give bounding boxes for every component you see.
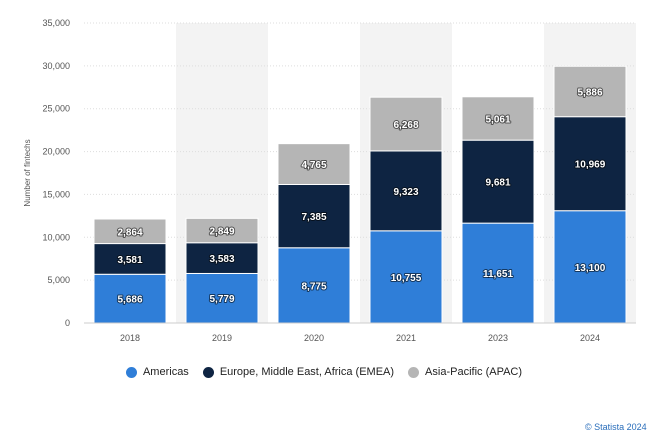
bar-apac-2021[interactable] <box>369 96 443 152</box>
legend-dot-emea <box>202 366 214 378</box>
y-tick-label: 0 <box>65 318 70 328</box>
bar-emea-2021[interactable] <box>369 150 443 232</box>
legend-label-apac: Asia-Pacific (APAC) <box>425 366 523 378</box>
legend-item-apac[interactable]: Asia-Pacific (APAC) <box>408 366 522 378</box>
data-label-emea-2021: 9,323 <box>393 187 418 198</box>
data-label-emea-2024: 10,969 <box>575 160 606 171</box>
y-tick-label: 20,000 <box>42 147 70 157</box>
x-tick-label: 2019 <box>212 333 232 343</box>
bar-apac-2023[interactable] <box>461 96 535 141</box>
legend-item-emea[interactable]: Europe, Middle East, Africa (EMEA) <box>202 366 395 378</box>
data-label-americas-2021: 10,755 <box>391 273 422 284</box>
x-tick-label: 2020 <box>304 333 324 343</box>
data-label-emea-2020: 7,385 <box>301 212 326 223</box>
gridlines <box>84 22 636 281</box>
y-tick-label: 25,000 <box>42 104 70 114</box>
y-tick-label: 15,000 <box>42 189 70 199</box>
data-label-emea-2019: 3,583 <box>209 254 234 265</box>
stacked-bar-chart: 0 5,000 10,000 15,000 20,000 25,000 30,000 35,0… <box>23 18 636 343</box>
data-label-apac-2023: 5,061 <box>485 114 510 125</box>
bar-apac-2020[interactable] <box>277 143 351 185</box>
bar-apac-2018[interactable] <box>93 218 167 245</box>
bar-americas-2024[interactable] <box>553 210 627 324</box>
data-label-emea-2023: 9,681 <box>485 178 510 189</box>
y-tick-label: 10,000 <box>42 232 70 242</box>
legend-dot-apac <box>408 366 420 378</box>
data-label-americas-2023: 11,651 <box>483 269 513 280</box>
bar-americas-2020[interactable] <box>277 247 351 324</box>
bars: 5,686 3,581 2,864 5,779 3,583 2,849 8,775 7,385… <box>93 65 627 324</box>
x-tick-label: 2021 <box>396 333 416 343</box>
x-axis-ticks: 2018 2019 2020 2021 2023 2024 <box>120 333 600 343</box>
bar-apac-2024[interactable] <box>553 65 627 118</box>
legend-label-americas: Americas <box>142 366 189 378</box>
data-label-americas-2020: 8,775 <box>301 281 326 292</box>
statista-credit-link[interactable]: © Statista 2024 <box>585 422 647 432</box>
x-tick-label: 2018 <box>120 333 140 343</box>
y-tick-label: 5,000 <box>47 275 70 285</box>
x-tick-label: 2023 <box>488 333 508 343</box>
data-label-emea-2018: 3,581 <box>117 255 142 266</box>
data-label-apac-2021: 6,268 <box>393 120 418 131</box>
data-label-americas-2018: 5,686 <box>117 295 142 306</box>
bar-emea-2018[interactable] <box>93 243 167 275</box>
y-tick-label: 30,000 <box>42 61 70 71</box>
bar-emea-2024[interactable] <box>553 116 627 212</box>
y-axis-ticks: 0 5,000 10,000 15,000 20,000 25,000 30,000 35,0… <box>42 18 70 328</box>
data-label-apac-2019: 2,849 <box>209 227 234 238</box>
data-label-apac-2024: 5,886 <box>577 87 602 98</box>
data-label-americas-2019: 5,779 <box>209 294 234 305</box>
bar-emea-2020[interactable] <box>277 183 351 249</box>
y-axis-label: Number of fintechs <box>23 139 32 206</box>
legend-dot-americas <box>125 366 137 378</box>
legend-item-americas[interactable]: Americas <box>125 366 189 378</box>
data-label-americas-2024: 13,100 <box>575 263 606 274</box>
y-tick-label: 35,000 <box>42 18 70 28</box>
bar-apac-2019[interactable] <box>185 217 259 244</box>
bar-emea-2023[interactable] <box>461 139 535 224</box>
legend: Americas Europe, Middle East, Africa (EM… <box>0 366 648 378</box>
data-label-apac-2018: 2,864 <box>117 227 142 238</box>
bar-emea-2019[interactable] <box>185 242 259 274</box>
legend-label-emea: Europe, Middle East, Africa (EMEA) <box>219 366 395 378</box>
x-tick-label: 2024 <box>580 333 600 343</box>
data-label-apac-2020: 4,765 <box>301 160 326 171</box>
